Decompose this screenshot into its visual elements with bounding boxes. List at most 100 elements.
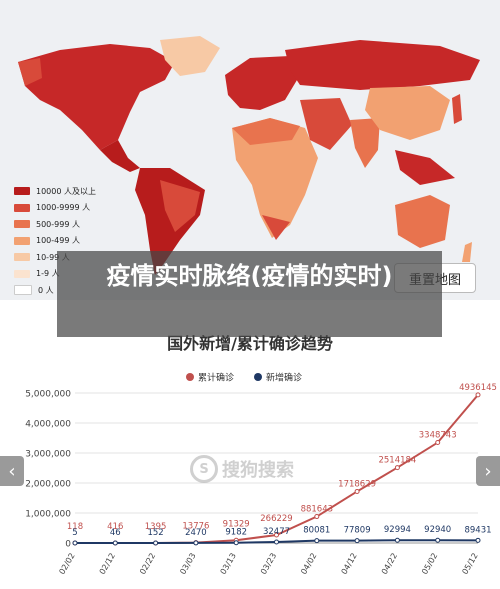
data-label: 1718629	[338, 479, 376, 489]
legend-swatch	[14, 253, 30, 262]
legend-item[interactable]: 10000 人及以上	[14, 183, 96, 200]
region-japan	[452, 94, 462, 124]
x-tick-label: 05/02	[420, 552, 439, 576]
y-tick-label: 2,000,000	[25, 480, 71, 490]
legend-label: 1000-9999 人	[36, 203, 91, 213]
region-north-america	[18, 44, 175, 150]
region-africa-north	[232, 118, 300, 145]
data-label: 92940	[424, 525, 451, 535]
trend-chart: 累计确诊 新增确诊 0 1,000,000 2,000,000 3,000,000 4,00…	[25, 372, 497, 576]
legend-swatch	[14, 187, 30, 196]
y-tick-label: 0	[65, 540, 71, 550]
trend-chart-panel: 国外新增/累计确诊趋势 累计确诊 新增确诊 0 1,000,000 2,000,000 3…	[0, 300, 500, 589]
data-label: 89431	[464, 525, 491, 535]
region-east-asia	[365, 86, 450, 140]
region-middle-east	[300, 98, 352, 150]
region-central-america	[100, 140, 140, 172]
data-label: 152	[147, 528, 163, 538]
data-label: 3348743	[419, 431, 457, 441]
legend-item[interactable]: 1000-9999 人	[14, 200, 96, 217]
data-label: 5	[72, 528, 77, 538]
data-point	[314, 514, 320, 520]
y-tick-label: 3,000,000	[25, 450, 71, 460]
data-point	[193, 540, 199, 546]
data-point	[475, 537, 481, 543]
region-russia	[285, 40, 480, 90]
image-caption: 疫情实时脉络(疫情的实时)	[57, 251, 442, 337]
region-india	[350, 118, 380, 168]
data-point	[354, 538, 360, 544]
data-point	[394, 537, 400, 543]
x-tick-label: 02/02	[57, 552, 76, 576]
data-point	[314, 538, 320, 544]
legend-swatch	[14, 285, 32, 296]
x-tick-label: 02/12	[98, 552, 117, 576]
legend-swatch	[14, 269, 30, 278]
y-tick-label: 1,000,000	[25, 510, 71, 520]
data-label: 118	[67, 522, 83, 532]
data-point	[435, 440, 441, 446]
data-label: 2514184	[378, 456, 416, 466]
sogou-watermark: S 搜狗搜索	[190, 455, 294, 483]
world-map[interactable]	[0, 0, 500, 300]
region-africa	[232, 118, 318, 238]
legend-swatch	[14, 236, 30, 245]
legend-label: 1-9 人	[36, 269, 60, 279]
legend-item[interactable]: 500-999 人	[14, 216, 96, 233]
x-tick-label: 04/02	[299, 552, 318, 576]
region-africa-south	[262, 215, 290, 240]
data-point	[354, 488, 360, 494]
x-tick-label: 05/12	[460, 552, 479, 576]
data-point	[153, 540, 159, 546]
data-label: 416	[107, 522, 123, 532]
legend-item[interactable]: 10-99 人	[14, 249, 96, 266]
legend-label: 0 人	[38, 285, 54, 295]
data-label: 77809	[344, 526, 371, 536]
legend-label: 100-499 人	[36, 236, 80, 246]
data-label: 92994	[384, 525, 411, 535]
legend-swatch	[14, 220, 30, 229]
map-legend: 10000 人及以上 1000-9999 人 500-999 人 100-499 人 1…	[14, 183, 96, 299]
x-tick-label: 03/03	[178, 552, 197, 576]
data-label: 80081	[303, 526, 330, 536]
data-label: 2470	[185, 528, 207, 538]
region-australia	[395, 195, 450, 248]
chart-legend-label: 新增确诊	[266, 372, 302, 384]
legend-item[interactable]: 100-499 人	[14, 233, 96, 250]
x-tick-label: 04/22	[380, 552, 399, 576]
x-tick-label: 03/23	[259, 552, 278, 576]
region-new-zealand	[462, 242, 472, 262]
legend-item[interactable]: 0 人	[14, 282, 96, 299]
data-point	[233, 540, 239, 546]
chart-legend-label: 累计确诊	[198, 372, 234, 384]
data-point	[475, 392, 481, 398]
data-label: 9182	[225, 528, 247, 538]
legend-swatch	[14, 203, 30, 212]
region-europe	[225, 56, 300, 110]
data-point	[394, 465, 400, 471]
legend-label: 10000 人及以上	[36, 186, 96, 196]
data-label: 4936145	[459, 383, 497, 393]
chart-title: 国外新增/累计确诊趋势	[167, 334, 333, 353]
next-image-arrow-icon[interactable]: ›	[476, 456, 500, 486]
data-point	[435, 537, 441, 543]
data-label: 1395	[145, 522, 167, 532]
watermark-text: 搜狗搜索	[222, 460, 294, 481]
legend-item[interactable]: 1-9 人	[14, 266, 96, 283]
region-greenland	[160, 36, 220, 76]
data-label: 32477	[263, 527, 290, 537]
data-label: 46	[110, 528, 121, 538]
data-point	[72, 540, 78, 546]
y-tick-label: 5,000,000	[25, 390, 71, 400]
world-map-panel[interactable]: 10000 人及以上 1000-9999 人 500-999 人 100-499 人 1…	[0, 0, 500, 300]
x-tick-label: 04/12	[340, 552, 359, 576]
data-point	[274, 532, 279, 538]
data-point	[274, 539, 279, 545]
legend-label: 10-99 人	[36, 252, 70, 262]
legend-label: 500-999 人	[36, 219, 80, 229]
chart-legend-marker	[254, 373, 262, 381]
prev-image-arrow-icon[interactable]: ‹	[0, 456, 24, 486]
data-label: 266229	[260, 514, 292, 524]
x-tick-label: 03/13	[219, 552, 238, 576]
data-label: 13776	[182, 522, 209, 532]
